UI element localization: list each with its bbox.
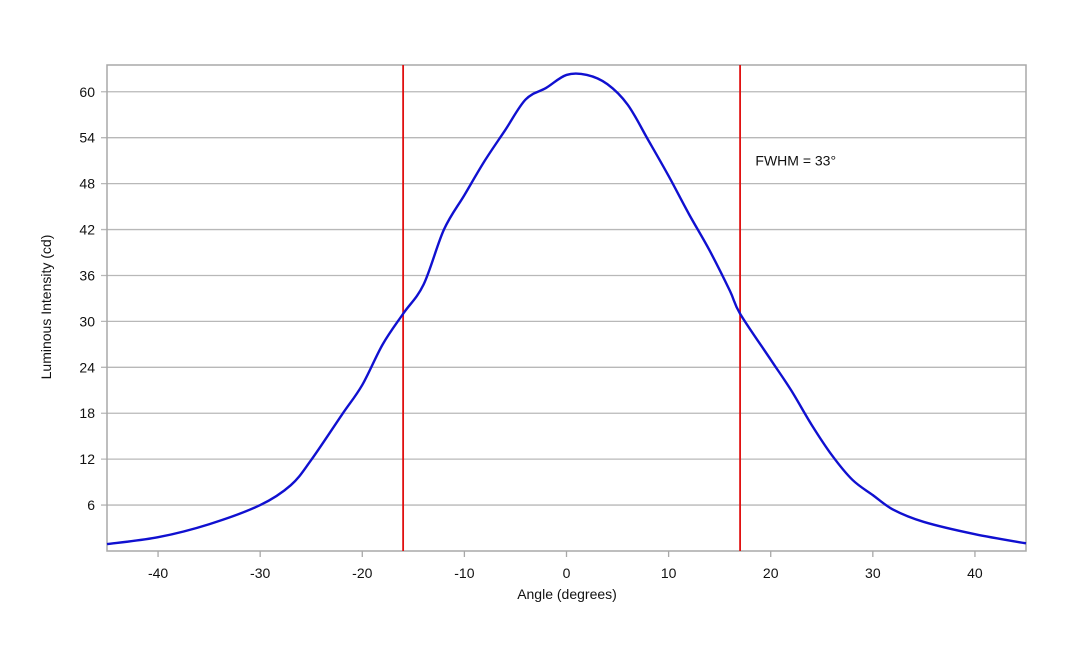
y-tick-label: 48 [79,176,95,192]
x-tick-label: -30 [250,565,270,581]
x-tick-label: 30 [865,565,881,581]
grid [101,91,1026,506]
y-tick-label: 30 [79,313,95,329]
y-tick-label: 24 [79,359,95,375]
y-tick-label: 42 [79,222,95,238]
y-tick-label: 12 [79,451,95,467]
fwhm-annotation: FWHM = 33° [755,153,836,169]
x-ticks: -40 -30 -20 -10 0 10 20 30 40 [148,551,983,581]
x-tick-label: -10 [454,565,474,581]
annotations: FWHM = 33° [755,153,836,169]
x-axis-label: Angle (degrees) [517,586,617,602]
x-tick-label: 20 [763,565,779,581]
y-tick-label: 54 [79,130,95,146]
x-tick-label: -40 [148,565,168,581]
x-tick-label: -20 [352,565,372,581]
fwhm-lines [402,65,741,551]
y-ticks: 6 12 18 24 30 36 42 48 54 60 [79,84,95,513]
x-tick-label: 0 [563,565,571,581]
series [106,72,1027,546]
y-tick-label: 18 [79,405,95,421]
y-tick-label: 6 [87,497,95,513]
x-tick-label: 40 [967,565,983,581]
y-tick-label: 60 [79,84,95,100]
series-line [106,72,1027,546]
y-tick-label: 36 [79,267,95,283]
plot-frame [106,64,1027,552]
x-tick-label: 10 [661,565,677,581]
y-axis-label: Luminous Intensity (cd) [38,235,54,380]
